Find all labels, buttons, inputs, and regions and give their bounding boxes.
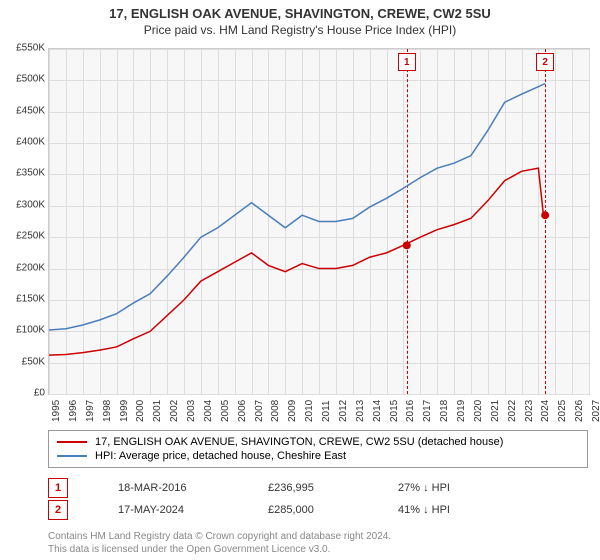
xtick-label: 1997	[85, 400, 96, 422]
xtick-label: 2018	[439, 400, 450, 422]
xtick-label: 2019	[456, 400, 467, 422]
xtick-label: 2013	[355, 400, 366, 422]
xtick-label: 2023	[524, 400, 535, 422]
footer-line2: This data is licensed under the Open Gov…	[48, 543, 391, 556]
sale-price: £236,995	[268, 482, 348, 494]
legend-label: HPI: Average price, detached house, Ches…	[95, 450, 346, 462]
sale-date: 17-MAY-2024	[118, 504, 218, 516]
sale-marker: 1	[48, 478, 68, 498]
chart-plot-area: 12	[48, 48, 590, 395]
legend-label: 17, ENGLISH OAK AVENUE, SHAVINGTON, CREW…	[95, 436, 503, 448]
xtick-label: 1995	[51, 400, 62, 422]
gridline-v	[589, 49, 590, 394]
xtick-label: 2010	[304, 400, 315, 422]
chart-subtitle: Price paid vs. HM Land Registry's House …	[0, 21, 600, 37]
ytick-label: £450K	[5, 105, 45, 116]
ytick-label: £100K	[5, 325, 45, 336]
sale-price: £285,000	[268, 504, 348, 516]
xtick-label: 2021	[490, 400, 501, 422]
xtick-label: 2004	[203, 400, 214, 422]
sale-delta: 27% ↓ HPI	[398, 482, 450, 494]
ytick-label: £500K	[5, 74, 45, 85]
xtick-label: 2015	[389, 400, 400, 422]
gridline-h	[49, 394, 589, 395]
xtick-label: 2020	[473, 400, 484, 422]
ytick-label: £250K	[5, 231, 45, 242]
sale-row-2: 2 17-MAY-2024 £285,000 41% ↓ HPI	[48, 500, 450, 520]
xtick-label: 2027	[591, 400, 600, 422]
xtick-label: 1999	[119, 400, 130, 422]
series-line-property	[49, 168, 543, 355]
legend: 17, ENGLISH OAK AVENUE, SHAVINGTON, CREW…	[48, 430, 588, 468]
xtick-label: 2002	[169, 400, 180, 422]
ytick-label: £400K	[5, 137, 45, 148]
ytick-label: £150K	[5, 293, 45, 304]
legend-row-hpi: HPI: Average price, detached house, Ches…	[57, 449, 579, 463]
xtick-label: 2022	[507, 400, 518, 422]
xtick-label: 2006	[237, 400, 248, 422]
ytick-label: £0	[5, 388, 45, 399]
xtick-label: 2014	[372, 400, 383, 422]
xtick-label: 2016	[405, 400, 416, 422]
legend-row-property: 17, ENGLISH OAK AVENUE, SHAVINGTON, CREW…	[57, 435, 579, 449]
xtick-label: 1996	[68, 400, 79, 422]
ytick-label: £50K	[5, 356, 45, 367]
xtick-label: 2005	[220, 400, 231, 422]
xtick-label: 2025	[557, 400, 568, 422]
sale-row-1: 1 18-MAR-2016 £236,995 27% ↓ HPI	[48, 478, 450, 498]
event-dot-2	[541, 211, 549, 219]
chart-svg	[49, 49, 589, 394]
ytick-label: £350K	[5, 168, 45, 179]
xtick-label: 2012	[338, 400, 349, 422]
xtick-label: 2011	[321, 400, 332, 422]
sale-date: 18-MAR-2016	[118, 482, 218, 494]
event-dot-1	[403, 241, 411, 249]
ytick-label: £200K	[5, 262, 45, 273]
ytick-label: £300K	[5, 199, 45, 210]
legend-swatch	[57, 441, 87, 443]
xtick-label: 2003	[186, 400, 197, 422]
xtick-label: 2001	[152, 400, 163, 422]
xtick-label: 2008	[270, 400, 281, 422]
legend-swatch	[57, 455, 87, 457]
xtick-label: 2024	[540, 400, 551, 422]
sale-delta: 41% ↓ HPI	[398, 504, 450, 516]
chart-title: 17, ENGLISH OAK AVENUE, SHAVINGTON, CREW…	[0, 0, 600, 21]
xtick-label: 1998	[102, 400, 113, 422]
xtick-label: 2017	[422, 400, 433, 422]
ytick-label: £550K	[5, 43, 45, 54]
series-line-hpi	[49, 84, 545, 331]
xtick-label: 2009	[287, 400, 298, 422]
xtick-label: 2007	[254, 400, 265, 422]
footer-attribution: Contains HM Land Registry data © Crown c…	[48, 530, 391, 556]
footer-line1: Contains HM Land Registry data © Crown c…	[48, 530, 391, 543]
xtick-label: 2000	[135, 400, 146, 422]
sale-marker: 2	[48, 500, 68, 520]
xtick-label: 2026	[574, 400, 585, 422]
